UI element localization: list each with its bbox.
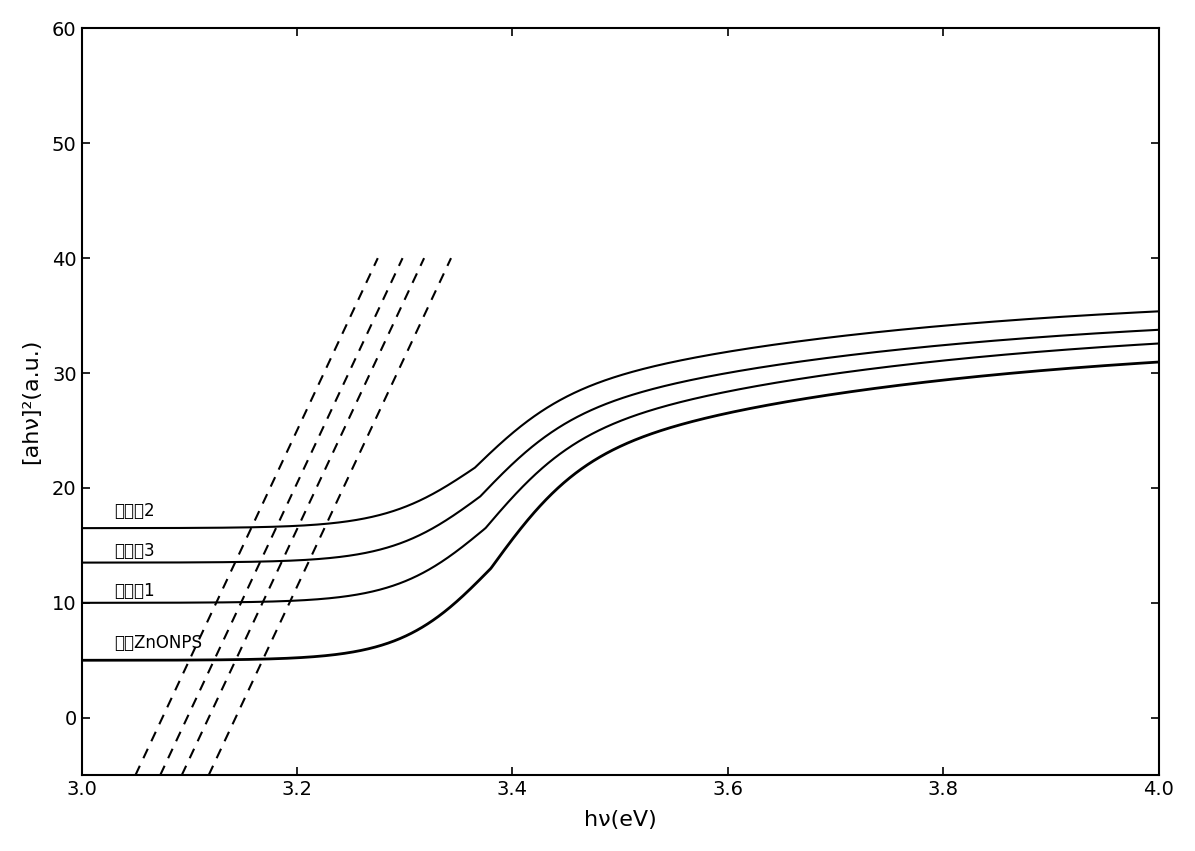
X-axis label: hν(eV): hν(eV) <box>584 810 656 831</box>
Text: 实施例3: 实施例3 <box>114 542 154 560</box>
Y-axis label: [ahν]²(a.u.): [ahν]²(a.u.) <box>20 339 41 465</box>
Text: 原始ZnONPS: 原始ZnONPS <box>114 634 202 652</box>
Text: 实施例1: 实施例1 <box>114 582 154 600</box>
Text: 实施例2: 实施例2 <box>114 502 154 520</box>
